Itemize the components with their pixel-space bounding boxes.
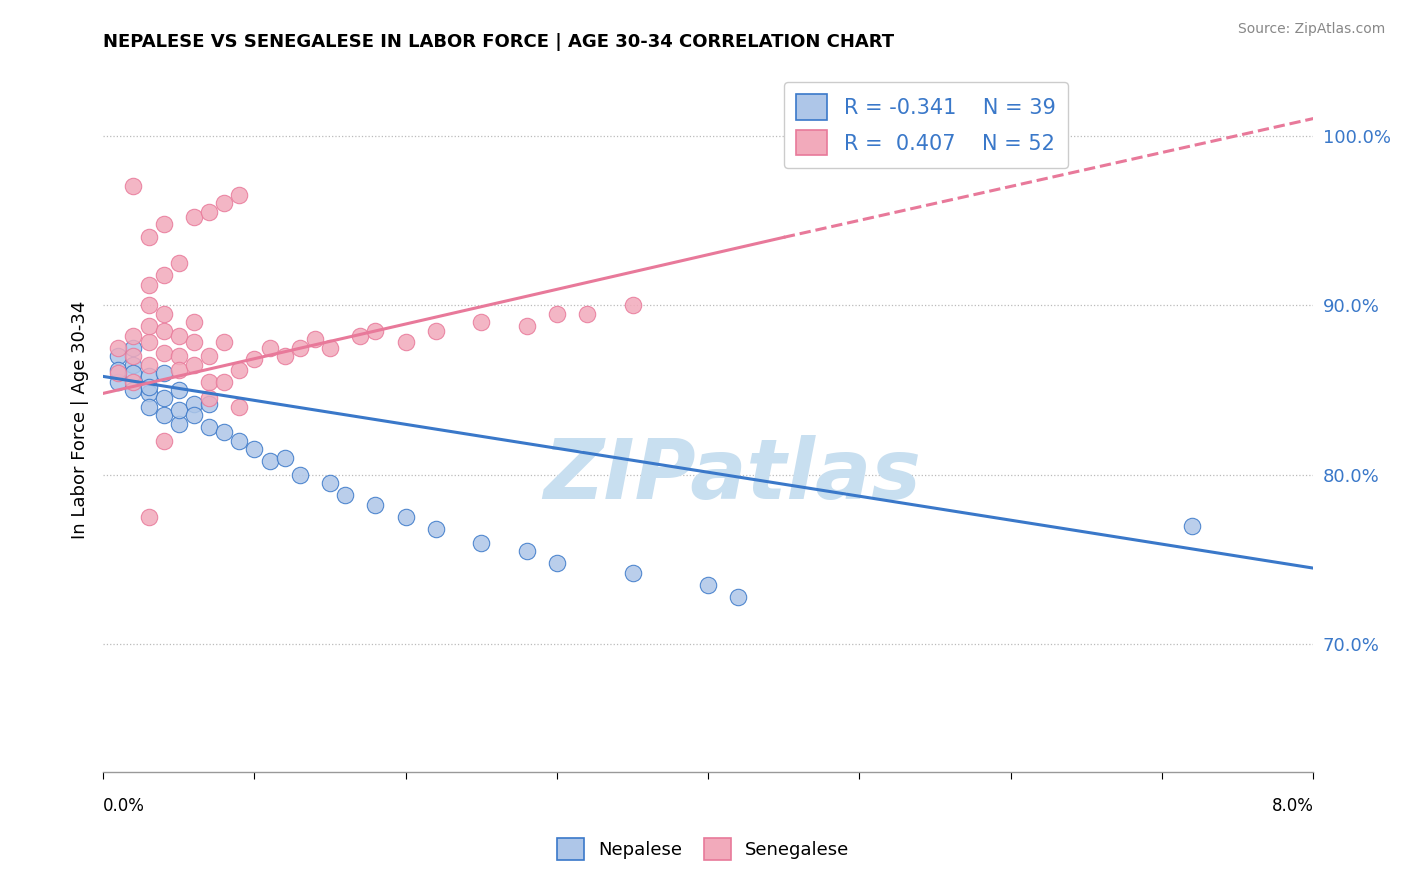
- Point: [228, 400, 250, 414]
- Point: [198, 375, 221, 389]
- Point: [1181, 518, 1204, 533]
- Legend: R = -0.341    N = 39, R =  0.407    N = 52: R = -0.341 N = 39, R = 0.407 N = 52: [783, 81, 1069, 168]
- Point: [138, 277, 160, 292]
- Point: [727, 590, 749, 604]
- Point: [621, 298, 644, 312]
- Point: [152, 324, 174, 338]
- Point: [107, 362, 129, 376]
- Point: [319, 476, 342, 491]
- Point: [122, 328, 145, 343]
- Point: [138, 400, 160, 414]
- Point: [516, 544, 538, 558]
- Point: [152, 268, 174, 282]
- Point: [259, 341, 281, 355]
- Point: [349, 328, 371, 343]
- Point: [122, 349, 145, 363]
- Text: 0.0%: 0.0%: [103, 797, 145, 814]
- Point: [138, 318, 160, 333]
- Point: [364, 324, 387, 338]
- Point: [122, 383, 145, 397]
- Point: [107, 349, 129, 363]
- Point: [138, 358, 160, 372]
- Point: [576, 307, 599, 321]
- Point: [288, 467, 311, 482]
- Point: [167, 362, 190, 376]
- Point: [288, 341, 311, 355]
- Point: [167, 417, 190, 431]
- Point: [152, 434, 174, 448]
- Point: [107, 366, 129, 380]
- Point: [212, 196, 235, 211]
- Point: [122, 358, 145, 372]
- Point: [152, 307, 174, 321]
- Point: [107, 375, 129, 389]
- Point: [167, 256, 190, 270]
- Point: [228, 187, 250, 202]
- Point: [333, 488, 356, 502]
- Point: [470, 535, 492, 549]
- Point: [425, 324, 447, 338]
- Point: [198, 396, 221, 410]
- Point: [198, 205, 221, 219]
- Point: [167, 403, 190, 417]
- Point: [183, 335, 205, 350]
- Point: [138, 230, 160, 244]
- Point: [183, 210, 205, 224]
- Point: [425, 522, 447, 536]
- Point: [228, 362, 250, 376]
- Point: [122, 366, 145, 380]
- Point: [198, 420, 221, 434]
- Point: [152, 392, 174, 406]
- Point: [228, 434, 250, 448]
- Point: [138, 335, 160, 350]
- Point: [152, 345, 174, 359]
- Point: [183, 396, 205, 410]
- Point: [152, 217, 174, 231]
- Point: [152, 366, 174, 380]
- Point: [259, 454, 281, 468]
- Point: [546, 307, 568, 321]
- Point: [138, 386, 160, 401]
- Point: [546, 556, 568, 570]
- Point: [516, 318, 538, 333]
- Text: ZIPatlas: ZIPatlas: [544, 435, 921, 516]
- Point: [167, 349, 190, 363]
- Point: [138, 369, 160, 384]
- Point: [364, 499, 387, 513]
- Point: [304, 332, 326, 346]
- Point: [395, 510, 418, 524]
- Point: [697, 578, 720, 592]
- Point: [122, 341, 145, 355]
- Point: [122, 179, 145, 194]
- Point: [138, 510, 160, 524]
- Point: [395, 335, 418, 350]
- Point: [273, 450, 295, 465]
- Point: [198, 349, 221, 363]
- Legend: Nepalese, Senegalese: Nepalese, Senegalese: [550, 830, 856, 867]
- Point: [212, 335, 235, 350]
- Point: [183, 315, 205, 329]
- Point: [212, 375, 235, 389]
- Text: Source: ZipAtlas.com: Source: ZipAtlas.com: [1237, 22, 1385, 37]
- Point: [167, 328, 190, 343]
- Point: [107, 341, 129, 355]
- Point: [152, 409, 174, 423]
- Point: [319, 341, 342, 355]
- Point: [183, 409, 205, 423]
- Point: [183, 358, 205, 372]
- Point: [138, 298, 160, 312]
- Point: [273, 349, 295, 363]
- Point: [212, 425, 235, 440]
- Text: NEPALESE VS SENEGALESE IN LABOR FORCE | AGE 30-34 CORRELATION CHART: NEPALESE VS SENEGALESE IN LABOR FORCE | …: [103, 33, 894, 51]
- Text: 8.0%: 8.0%: [1271, 797, 1313, 814]
- Point: [243, 442, 266, 457]
- Point: [198, 392, 221, 406]
- Point: [621, 566, 644, 581]
- Point: [122, 375, 145, 389]
- Y-axis label: In Labor Force | Age 30-34: In Labor Force | Age 30-34: [72, 301, 89, 539]
- Point: [470, 315, 492, 329]
- Point: [138, 379, 160, 393]
- Point: [167, 383, 190, 397]
- Point: [243, 352, 266, 367]
